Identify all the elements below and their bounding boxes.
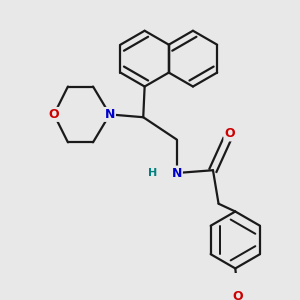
Text: N: N: [105, 108, 115, 121]
Text: O: O: [224, 128, 235, 140]
Text: O: O: [233, 290, 243, 300]
Text: H: H: [148, 168, 158, 178]
Text: N: N: [172, 167, 182, 179]
Text: O: O: [49, 108, 59, 121]
